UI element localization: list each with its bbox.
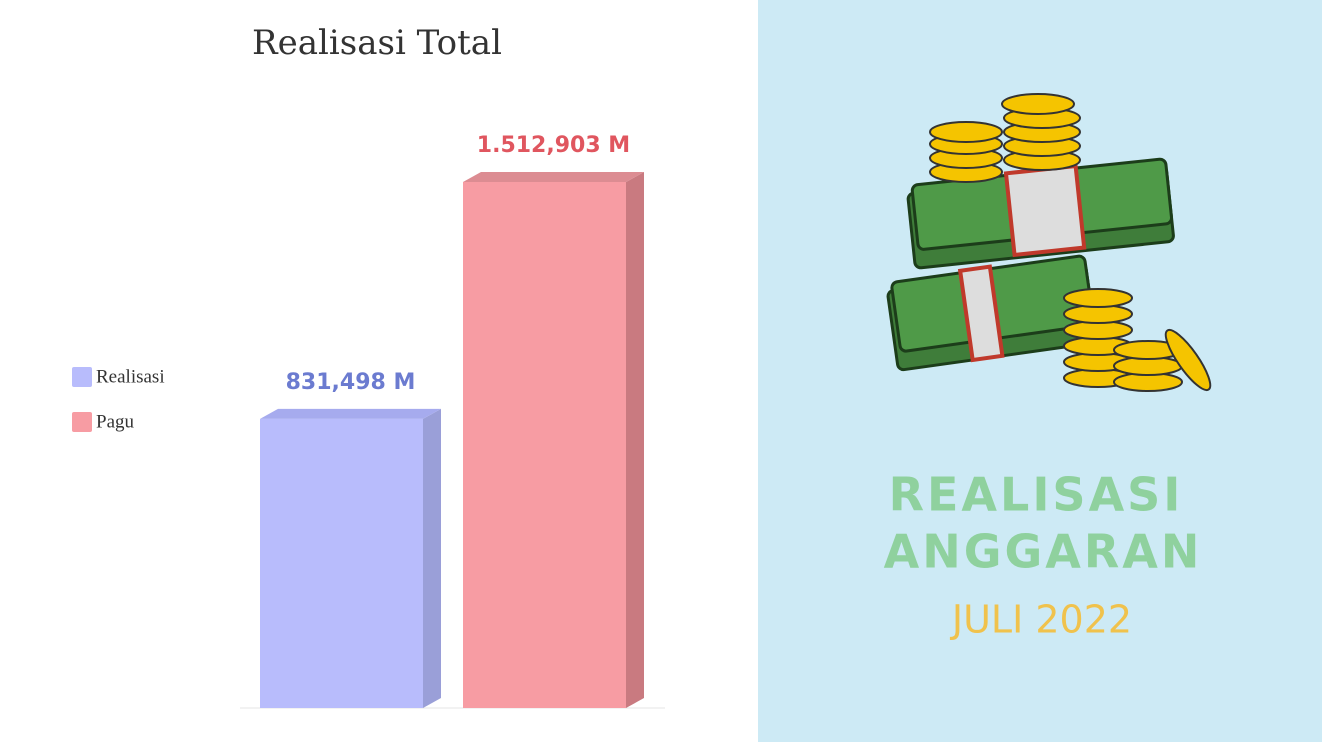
value-label: 1.512,903 M bbox=[477, 133, 630, 158]
legend-swatch bbox=[72, 367, 92, 387]
legend-swatch bbox=[72, 412, 92, 432]
bar bbox=[260, 418, 423, 708]
chart-title: Realisasi Total bbox=[252, 23, 502, 63]
bar bbox=[463, 182, 626, 708]
money-illustration bbox=[886, 93, 1212, 392]
bar-side bbox=[423, 408, 441, 708]
legend-label: Pagu bbox=[96, 411, 135, 432]
bar-side bbox=[626, 172, 644, 708]
legend-label: Realisasi bbox=[96, 366, 165, 387]
bar-top bbox=[463, 172, 644, 182]
banner-line2: ANGGARAN bbox=[884, 525, 1203, 579]
bar-top bbox=[260, 408, 441, 419]
banner-line3: JULI 2022 bbox=[950, 598, 1132, 642]
banner-line1: REALISASI bbox=[889, 468, 1184, 522]
value-label: 831,498 M bbox=[286, 370, 416, 395]
